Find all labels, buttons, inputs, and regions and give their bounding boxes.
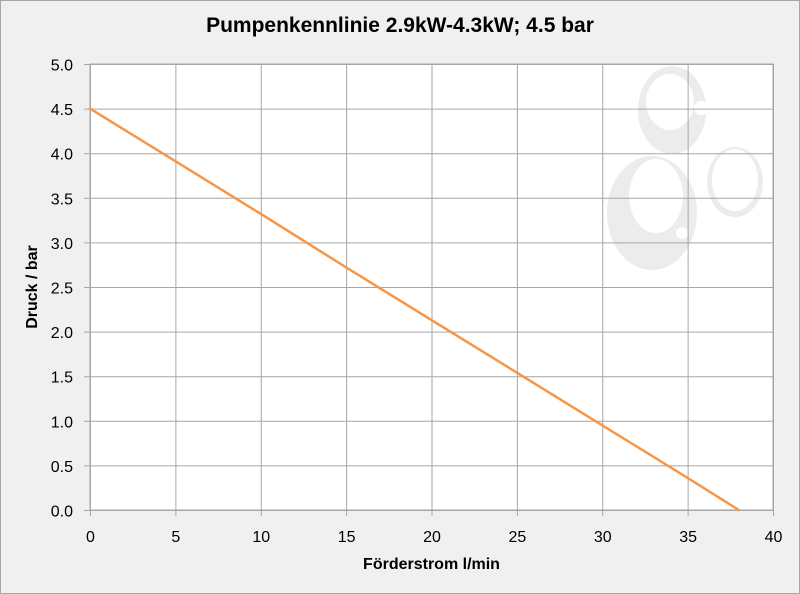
x-axis-ticks: 0 5 10 15 20 25 30 35 40 (86, 529, 782, 546)
y-axis-ticks: 0.0 0.5 1.0 1.5 2.0 2.5 3.0 3.5 4.0 4.5 5.0 (51, 58, 73, 521)
x-tick-label: 35 (679, 529, 697, 546)
y-tick-label: 4.0 (51, 147, 73, 164)
x-axis-label: Förderstrom l/min (363, 556, 500, 573)
x-tick-label: 40 (765, 529, 783, 546)
y-axis-label: Druck / bar (24, 245, 41, 329)
x-tick-label: 0 (86, 529, 95, 546)
y-tick-label: 3.0 (51, 236, 73, 253)
y-tick-label: 3.5 (51, 191, 73, 208)
x-tick-label: 25 (508, 529, 526, 546)
x-tick-label: 5 (171, 529, 180, 546)
y-tick-label: 5.0 (51, 58, 73, 75)
bubble-watermark-icon (607, 66, 763, 270)
y-tick-label: 1.0 (51, 414, 73, 431)
x-tick-label: 20 (423, 529, 441, 546)
y-tick-label: 1.5 (51, 370, 73, 387)
x-tick-label: 15 (338, 529, 356, 546)
y-tick-label: 2.5 (51, 281, 73, 298)
y-tick-label: 0.0 (51, 504, 73, 521)
y-tick-label: 0.5 (51, 459, 73, 476)
x-tick-label: 10 (252, 529, 270, 546)
gridlines (84, 63, 774, 516)
chart-title: Pumpenkennlinie 2.9kW-4.3kW; 4.5 bar (206, 14, 594, 37)
y-tick-label: 4.5 (51, 102, 73, 119)
pump-curve-line (88, 107, 741, 512)
y-tick-label: 2.0 (51, 325, 73, 342)
x-tick-label: 30 (594, 529, 612, 546)
